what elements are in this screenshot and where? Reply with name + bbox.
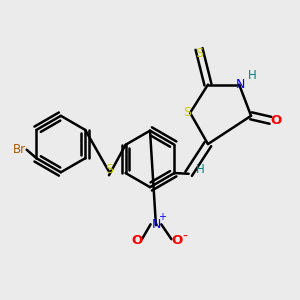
Text: H: H — [196, 163, 205, 176]
Text: O: O — [271, 114, 282, 127]
Text: N: N — [151, 218, 160, 231]
Text: S: S — [105, 164, 113, 176]
Text: Br: Br — [13, 143, 26, 156]
Text: O: O — [171, 234, 182, 247]
Text: S: S — [183, 106, 191, 119]
Text: +: + — [158, 212, 166, 223]
Text: S: S — [195, 47, 203, 60]
Text: N: N — [236, 78, 245, 91]
Text: O: O — [131, 234, 142, 247]
Text: -: - — [183, 230, 188, 244]
Text: H: H — [248, 69, 257, 82]
